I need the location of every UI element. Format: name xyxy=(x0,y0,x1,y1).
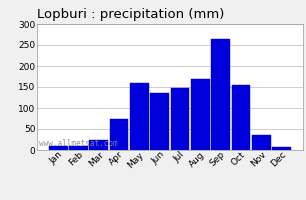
Bar xyxy=(150,93,169,150)
Bar xyxy=(191,79,210,150)
Bar xyxy=(89,140,108,150)
Bar xyxy=(211,39,230,150)
Bar xyxy=(171,88,189,150)
Bar xyxy=(252,135,271,150)
Bar xyxy=(69,146,88,150)
Bar xyxy=(130,83,149,150)
Bar xyxy=(49,146,68,150)
Text: Lopburi : precipitation (mm): Lopburi : precipitation (mm) xyxy=(37,8,224,21)
Bar xyxy=(272,147,291,150)
Text: www.allmetsat.com: www.allmetsat.com xyxy=(39,139,118,148)
Bar xyxy=(232,85,250,150)
Bar xyxy=(110,118,129,150)
